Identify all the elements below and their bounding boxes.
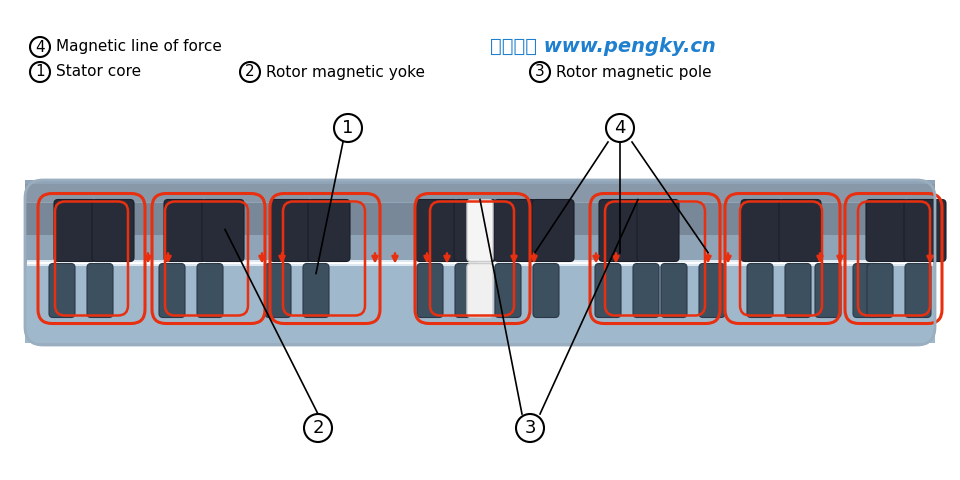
FancyBboxPatch shape: [699, 264, 725, 317]
Circle shape: [30, 37, 50, 57]
FancyBboxPatch shape: [815, 264, 841, 317]
Circle shape: [516, 414, 544, 442]
FancyBboxPatch shape: [533, 264, 559, 317]
FancyBboxPatch shape: [25, 180, 935, 345]
FancyBboxPatch shape: [785, 264, 811, 317]
FancyBboxPatch shape: [265, 264, 291, 317]
Text: Rotor magnetic pole: Rotor magnetic pole: [556, 64, 711, 80]
Bar: [27, 262, 933, 264]
FancyBboxPatch shape: [92, 200, 134, 262]
FancyBboxPatch shape: [904, 200, 946, 262]
FancyBboxPatch shape: [599, 200, 641, 262]
Circle shape: [304, 414, 332, 442]
Bar: [25, 184, 935, 202]
Text: 鹏茱科艺 www.pengky.cn: 鹏茱科艺 www.pengky.cn: [490, 37, 716, 57]
FancyBboxPatch shape: [467, 264, 493, 317]
FancyBboxPatch shape: [532, 200, 574, 262]
Text: 1: 1: [36, 64, 45, 80]
Text: Stator core: Stator core: [56, 64, 141, 80]
FancyBboxPatch shape: [741, 200, 783, 262]
FancyBboxPatch shape: [417, 264, 443, 317]
FancyBboxPatch shape: [747, 264, 773, 317]
FancyBboxPatch shape: [495, 264, 521, 317]
FancyBboxPatch shape: [197, 264, 223, 317]
Circle shape: [30, 62, 50, 82]
Bar: [27, 260, 933, 265]
Bar: [25, 263, 935, 343]
FancyBboxPatch shape: [866, 200, 908, 262]
Text: Magnetic line of force: Magnetic line of force: [56, 39, 222, 55]
Circle shape: [606, 114, 634, 142]
Bar: [25, 180, 935, 261]
FancyBboxPatch shape: [467, 200, 493, 262]
FancyBboxPatch shape: [455, 264, 481, 317]
Circle shape: [530, 62, 550, 82]
FancyBboxPatch shape: [779, 200, 821, 262]
Circle shape: [334, 114, 362, 142]
Bar: [25, 203, 935, 235]
FancyBboxPatch shape: [905, 264, 931, 317]
FancyBboxPatch shape: [308, 200, 350, 262]
Text: 3: 3: [535, 64, 545, 80]
Text: 1: 1: [343, 119, 353, 137]
FancyBboxPatch shape: [416, 200, 458, 262]
Circle shape: [240, 62, 260, 82]
FancyBboxPatch shape: [270, 200, 312, 262]
FancyBboxPatch shape: [159, 264, 185, 317]
FancyBboxPatch shape: [49, 264, 75, 317]
Text: 4: 4: [614, 119, 626, 137]
FancyBboxPatch shape: [595, 264, 621, 317]
Text: 2: 2: [312, 419, 324, 437]
Text: 4: 4: [36, 39, 45, 55]
Text: 2: 2: [245, 64, 254, 80]
FancyBboxPatch shape: [633, 264, 659, 317]
Text: Rotor magnetic yoke: Rotor magnetic yoke: [266, 64, 425, 80]
FancyBboxPatch shape: [54, 200, 96, 262]
FancyBboxPatch shape: [494, 200, 536, 262]
FancyBboxPatch shape: [87, 264, 113, 317]
FancyBboxPatch shape: [661, 264, 687, 317]
FancyBboxPatch shape: [867, 264, 893, 317]
FancyBboxPatch shape: [454, 200, 496, 262]
FancyBboxPatch shape: [853, 264, 879, 317]
FancyBboxPatch shape: [303, 264, 329, 317]
FancyBboxPatch shape: [202, 200, 244, 262]
FancyBboxPatch shape: [164, 200, 206, 262]
Text: 3: 3: [524, 419, 536, 437]
FancyBboxPatch shape: [637, 200, 679, 262]
